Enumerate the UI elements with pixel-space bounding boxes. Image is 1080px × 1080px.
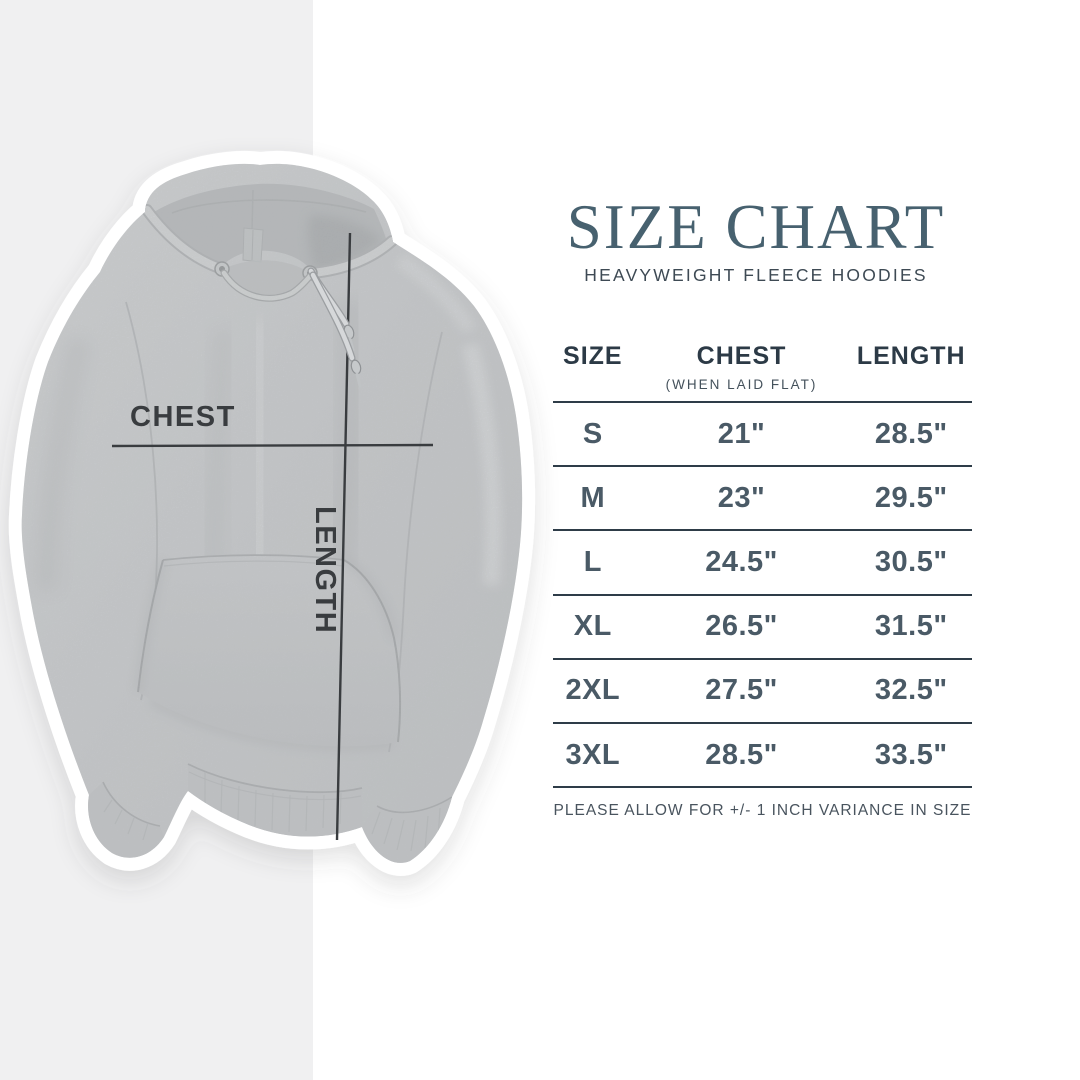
length-measure-label: LENGTH [309,506,341,635]
column-header-size: SIZE [563,342,623,370]
page-subtitle: HEAVYWEIGHT FLEECE HOODIES [584,265,928,285]
page-title: SIZE CHART [566,192,946,262]
column-header-length: LENGTH [856,342,966,370]
cell-size: 3XL [565,738,621,771]
table-row: XL 26.5" 31.5" [553,596,972,660]
size-table: S 21" 28.5" M 23" 29.5" L 24.5" 30.5" XL… [553,401,972,789]
table-row: 3XL 28.5" 33.5" [553,724,972,789]
cell-size: S [582,417,603,450]
cell-length: 30.5" [874,545,948,578]
chest-subnote-row: (WHEN LAID FLAT) [553,377,972,392]
cell-chest: 26.5" [705,610,778,643]
cell-size: XL [573,610,612,643]
cell-length: 32.5" [874,674,948,707]
drawstrings [307,267,362,388]
table-header-row: SIZE CHEST LENGTH [553,342,972,371]
cell-size: 2XL [565,674,621,707]
size-chart-panel: SIZE CHART HEAVYWEIGHT FLEECE HOODIES SI… [540,0,972,1080]
table-row: M 23" 29.5" [553,467,972,532]
variance-footnote: PLEASE ALLOW FOR +/- 1 INCH VARIANCE IN … [553,802,972,819]
cell-chest: 28.5" [705,738,778,771]
cell-length: 31.5" [874,610,948,643]
cell-chest: 21" [717,417,766,450]
hoodie-sticker-group [8,150,536,876]
cell-length: 28.5" [874,417,948,450]
cell-length: 29.5" [874,481,948,514]
chest-measure-label: CHEST [130,401,236,433]
cell-chest: 23" [717,481,766,514]
chest-measure-line [111,443,434,448]
column-header-chest: CHEST [696,342,787,370]
cell-chest: 27.5" [705,674,778,707]
table-row: 2XL 27.5" 32.5" [553,660,972,724]
cell-size: M [580,481,606,514]
chest-subnote: (WHEN LAID FLAT) [665,377,818,392]
cell-size: L [583,545,602,578]
cell-chest: 24.5" [705,545,778,578]
table-row: S 21" 28.5" [553,403,972,468]
table-row: L 24.5" 30.5" [553,531,972,596]
cell-length: 33.5" [874,738,948,771]
